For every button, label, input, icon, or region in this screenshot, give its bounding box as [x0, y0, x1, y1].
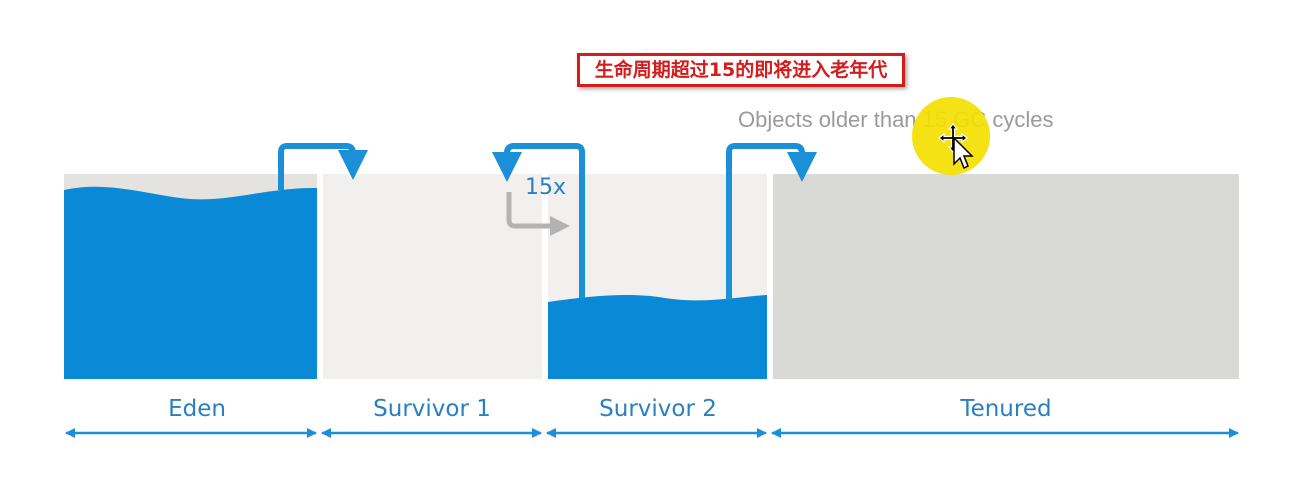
eden-to-survivor1-arrow	[278, 143, 368, 190]
region-label-eden: Eden	[168, 396, 226, 422]
survivor-1-region	[323, 174, 542, 379]
cycle-count-label: 15x	[525, 175, 566, 200]
eden-fill	[64, 186, 317, 379]
survivor-2-fill	[548, 295, 767, 379]
region-label-survivor-2: Survivor 2	[599, 396, 717, 422]
survivor2-to-tenured-arrow	[726, 143, 817, 300]
annotation-text: Objects older than 15 GC cycles	[738, 107, 1053, 132]
callout-text: 生命周期超过15的即将进入老年代	[594, 59, 888, 81]
callout-box: 生命周期超过15的即将进入老年代	[577, 53, 905, 87]
region-label-tenured: Tenured	[959, 396, 1051, 422]
region-label-survivor-1: Survivor 1	[373, 396, 491, 422]
cycle-gray-arrow	[506, 192, 570, 236]
tenured-region	[773, 174, 1239, 379]
survivor2-to-survivor1-arrow	[492, 143, 585, 298]
move-cursor-icon	[938, 123, 968, 153]
pointer-cursor-icon	[953, 136, 974, 170]
